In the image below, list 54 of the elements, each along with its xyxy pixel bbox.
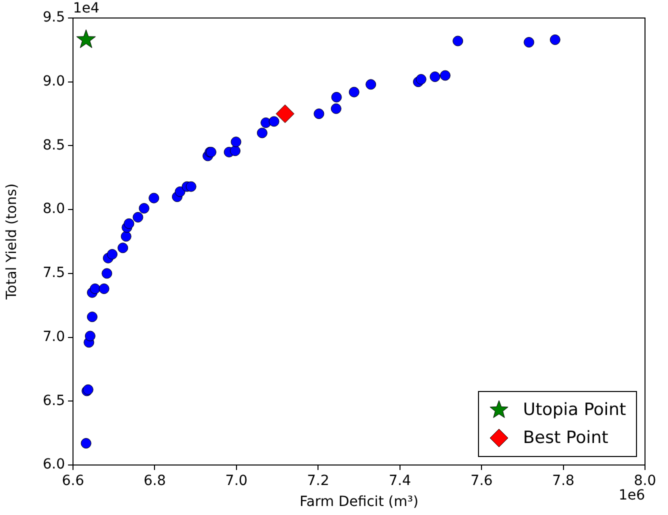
point xyxy=(524,37,534,48)
text: 1e6 xyxy=(618,488,646,504)
point xyxy=(268,116,280,127)
point xyxy=(550,34,560,45)
point xyxy=(366,79,376,90)
point xyxy=(86,312,98,322)
y-tick-label: 6.0 xyxy=(42,456,65,473)
y-tick-label: 8.5 xyxy=(42,137,65,154)
point xyxy=(230,146,240,156)
x-tick-label: 6.8 xyxy=(144,473,166,490)
x-tick-label: 7.4 xyxy=(388,473,412,490)
point xyxy=(430,72,440,82)
x-tick-label: 7.6 xyxy=(470,473,493,490)
x-tick-label: 7.2 xyxy=(307,473,330,490)
y-tick-label: 9.0 xyxy=(42,74,65,90)
point xyxy=(314,108,324,120)
point xyxy=(256,128,268,138)
point xyxy=(440,70,450,81)
y-tick-label: 9.5 xyxy=(42,10,65,26)
point xyxy=(276,104,294,124)
x-tick-label: 7.0 xyxy=(225,473,248,490)
point xyxy=(124,218,134,229)
y-tick-label: 8.0 xyxy=(42,201,65,218)
point xyxy=(76,29,96,48)
point xyxy=(230,136,242,148)
text: 1e4 xyxy=(73,0,100,17)
x-axis-title: Farm Deficit (m³) xyxy=(300,494,418,510)
y-tick-label: 7.0 xyxy=(42,328,65,345)
point xyxy=(90,284,100,294)
y-tick-label: 6.5 xyxy=(42,392,65,409)
y-axis-title: Total Yield (tons) xyxy=(4,183,20,301)
x-tick-label: 8.0 xyxy=(634,473,656,490)
point xyxy=(348,86,360,98)
x-tick-label: 6.6 xyxy=(62,473,84,490)
point xyxy=(102,268,112,279)
point xyxy=(138,203,150,214)
legend-label: Best Point xyxy=(523,428,608,448)
point xyxy=(174,186,186,197)
point xyxy=(118,242,128,254)
point xyxy=(98,284,110,294)
point xyxy=(84,330,96,342)
point xyxy=(132,212,144,222)
point xyxy=(186,181,196,192)
point xyxy=(80,438,92,449)
point xyxy=(452,36,464,46)
point xyxy=(148,192,160,204)
point xyxy=(120,231,132,242)
y-tick-label: 7.5 xyxy=(42,265,65,282)
x-tick-label: 7.8 xyxy=(552,473,574,490)
point xyxy=(331,92,342,102)
point xyxy=(106,249,118,260)
point xyxy=(330,103,342,114)
legend-label: Utopia Point xyxy=(523,400,626,420)
point xyxy=(416,74,426,85)
